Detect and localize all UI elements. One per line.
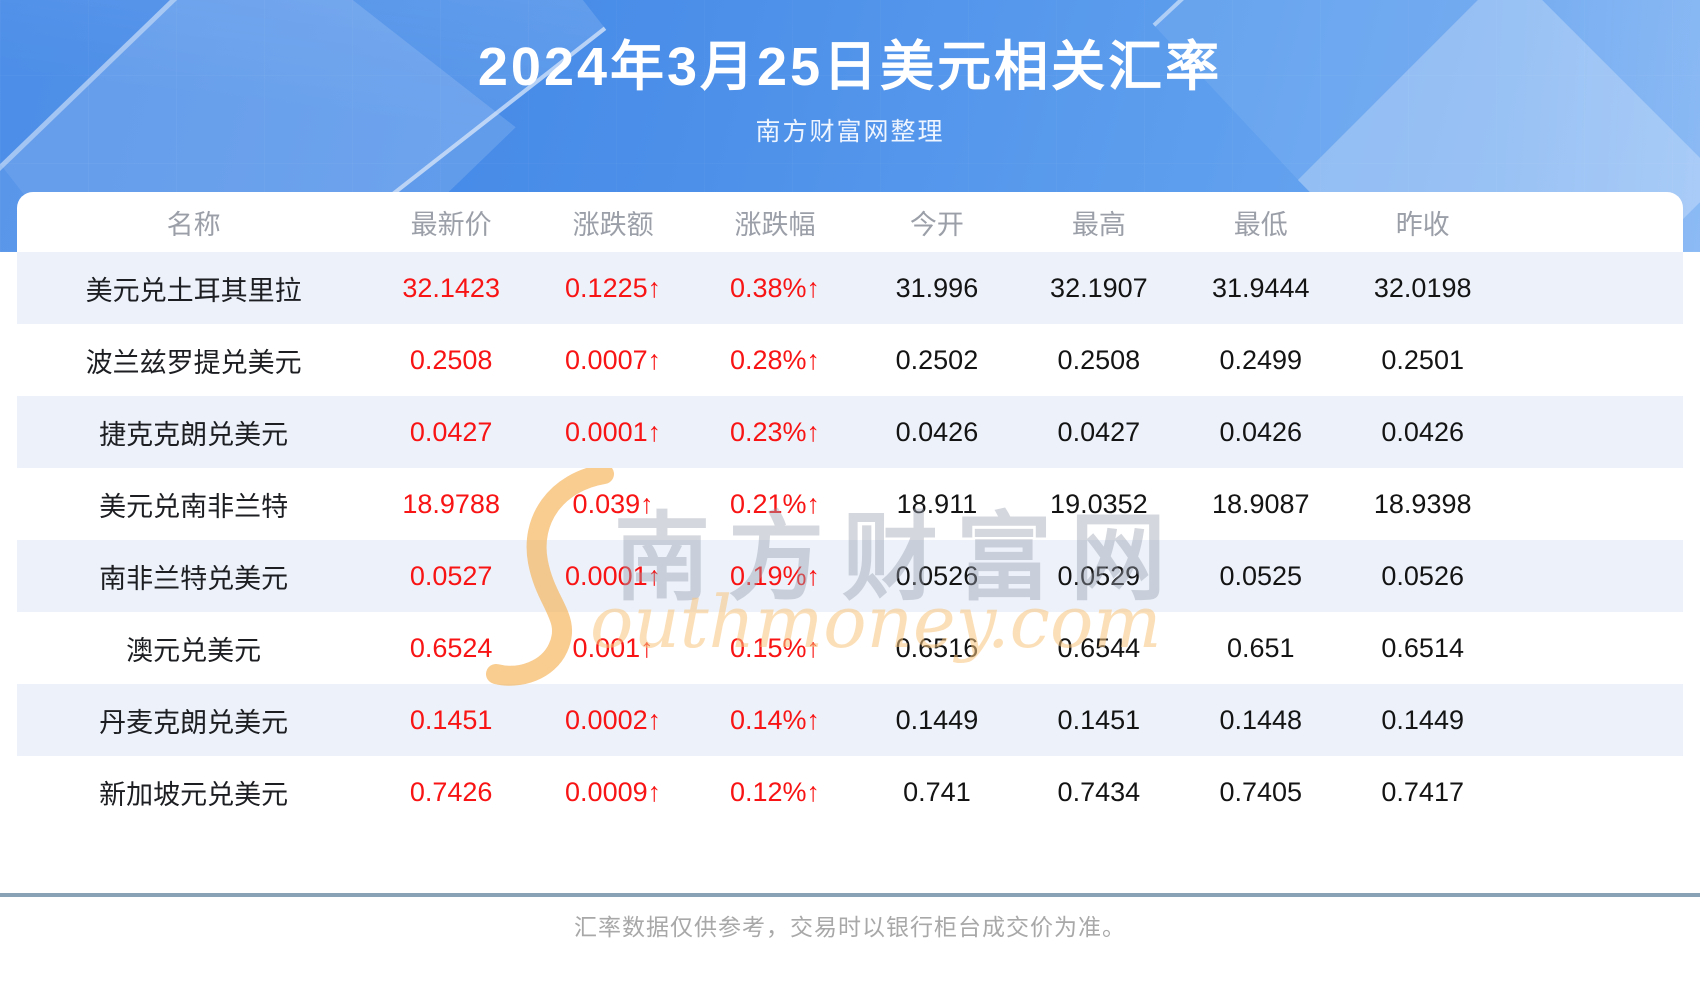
value-cell: 0.001↑ [572,632,654,663]
page-subtitle: 南方财富网整理 [755,118,945,146]
value-cell: 0.2499 [1219,344,1303,375]
value-cell: 0.0529 [1057,560,1141,591]
value-cell: 0.1451 [409,704,493,735]
spacer-cell [1504,540,1683,612]
value-cell: 0.21%↑ [729,488,821,519]
value-cell: 0.0009↑ [565,776,662,807]
table-row: 波兰兹罗提兑美元 0.2508 0.0007↑ 0.28%↑ 0.2502 0.2508 0… [17,324,1683,396]
pair-name-cell: 美元兑南非兰特 [99,491,289,522]
spacer-cell [1504,252,1683,324]
spacer-cell [1504,192,1683,252]
value-cell: 0.0526 [1381,560,1464,591]
value-cell: 0.0427 [1057,416,1141,447]
table-row: 南非兰特兑美元 0.0527 0.0001↑ 0.19%↑ 0.0526 0.0529 0.… [17,540,1683,612]
pair-name-cell: 新加坡元兑美元 [99,779,289,810]
table-row: 美元兑土耳其里拉 32.1423 0.1225↑ 0.38%↑ 31.996 32.190… [17,252,1683,324]
spacer-cell [1504,612,1683,684]
value-cell: 0.741 [903,776,971,807]
value-cell: 0.2502 [895,344,979,375]
pair-name-cell: 南非兰特兑美元 [99,563,289,594]
value-cell: 0.7434 [1057,776,1141,807]
table-row: 新加坡元兑美元 0.7426 0.0009↑ 0.12%↑ 0.741 0.7434 0.7… [17,756,1683,828]
table-row: 捷克克朗兑美元 0.0427 0.0001↑ 0.23%↑ 0.0426 0.0427 0.… [17,396,1683,468]
value-cell: 31.996 [895,272,979,303]
value-cell: 0.0001↑ [565,560,662,591]
value-cell: 0.0527 [409,560,493,591]
table-row: 美元兑南非兰特 18.9788 0.039↑ 0.21%↑ 18.911 19.0352 1… [17,468,1683,540]
value-cell: 0.2508 [409,344,493,375]
table-header-row: 名称 最新价 涨跌额 涨跌幅 今开 最高 最低 昨收 [17,192,1683,252]
column-header: 名称 [166,209,221,240]
spacer-cell [1504,468,1683,540]
value-cell: 0.6514 [1381,632,1464,663]
column-header: 昨收 [1395,209,1450,240]
value-cell: 19.0352 [1050,488,1148,519]
value-cell: 0.651 [1226,632,1295,663]
value-cell: 0.7417 [1381,776,1464,807]
column-header: 最高 [1071,209,1126,240]
value-cell: 0.28%↑ [729,344,821,375]
pair-name-cell: 丹麦克朗兑美元 [99,707,289,738]
value-cell: 0.14%↑ [729,704,821,735]
value-cell: 0.38%↑ [729,272,821,303]
value-cell: 0.2501 [1381,344,1464,375]
value-cell: 0.0007↑ [565,344,662,375]
spacer-cell [1504,684,1683,756]
value-cell: 0.19%↑ [729,560,821,591]
rates-table: 名称 最新价 涨跌额 涨跌幅 今开 最高 最低 昨收 美元兑土耳其里拉 32.1423 0.122… [17,192,1683,828]
column-header: 最新价 [410,209,492,240]
value-cell: 0.0525 [1219,560,1303,591]
value-cell: 0.6524 [409,632,493,663]
value-cell: 18.911 [896,488,978,519]
value-cell: 0.6516 [895,632,979,663]
value-cell: 0.1449 [895,704,979,735]
value-cell: 31.9444 [1211,272,1310,303]
spacer-cell [1504,396,1683,468]
column-header: 最低 [1233,209,1288,240]
value-cell: 0.1451 [1057,704,1141,735]
table-row: 澳元兑美元 0.6524 0.001↑ 0.15%↑ 0.6516 0.6544 0.651… [17,612,1683,684]
value-cell: 32.1907 [1050,272,1148,303]
value-cell: 0.1225↑ [565,272,662,303]
value-cell: 0.6544 [1057,632,1141,663]
pair-name-cell: 波兰兹罗提兑美元 [85,347,302,378]
table-row: 丹麦克朗兑美元 0.1451 0.0002↑ 0.14%↑ 0.1449 0.1451 0.… [17,684,1683,756]
pair-name-cell: 美元兑土耳其里拉 [85,275,302,306]
value-cell: 0.15%↑ [729,632,821,663]
value-cell: 0.0526 [895,560,979,591]
value-cell: 32.1423 [402,272,500,303]
value-cell: 32.0198 [1373,272,1472,303]
page-title: 2024年3月25日美元相关汇率 [477,37,1223,97]
value-cell: 0.12%↑ [729,776,821,807]
footer-divider [0,893,1700,897]
column-header: 今开 [909,209,964,240]
value-cell: 0.0426 [1381,416,1464,447]
rates-table-card: 名称 最新价 涨跌额 涨跌幅 今开 最高 最低 昨收 美元兑土耳其里拉 32.1423 0.122… [17,192,1683,828]
column-header: 涨跌幅 [734,209,816,240]
pair-name-cell: 捷克克朗兑美元 [99,419,289,450]
value-cell: 0.0427 [409,416,493,447]
spacer-cell [1504,756,1683,828]
value-cell: 0.23%↑ [729,416,821,447]
value-cell: 0.7405 [1219,776,1303,807]
value-cell: 0.1448 [1219,704,1303,735]
value-cell: 0.039↑ [572,488,654,519]
value-cell: 18.9087 [1211,488,1310,519]
pair-name-cell: 澳元兑美元 [126,635,262,666]
value-cell: 0.7426 [409,776,493,807]
column-header: 涨跌额 [572,209,654,240]
value-cell: 18.9398 [1373,488,1472,519]
value-cell: 0.1449 [1381,704,1464,735]
value-cell: 0.0426 [895,416,979,447]
value-cell: 0.0002↑ [565,704,662,735]
value-cell: 0.0001↑ [565,416,662,447]
value-cell: 18.9788 [402,488,500,519]
value-cell: 0.0426 [1219,416,1303,447]
footer-disclaimer: 汇率数据仅供参考，交易时以银行柜台成交价为准。 [574,914,1126,940]
spacer-cell [1504,324,1683,396]
value-cell: 0.2508 [1057,344,1141,375]
